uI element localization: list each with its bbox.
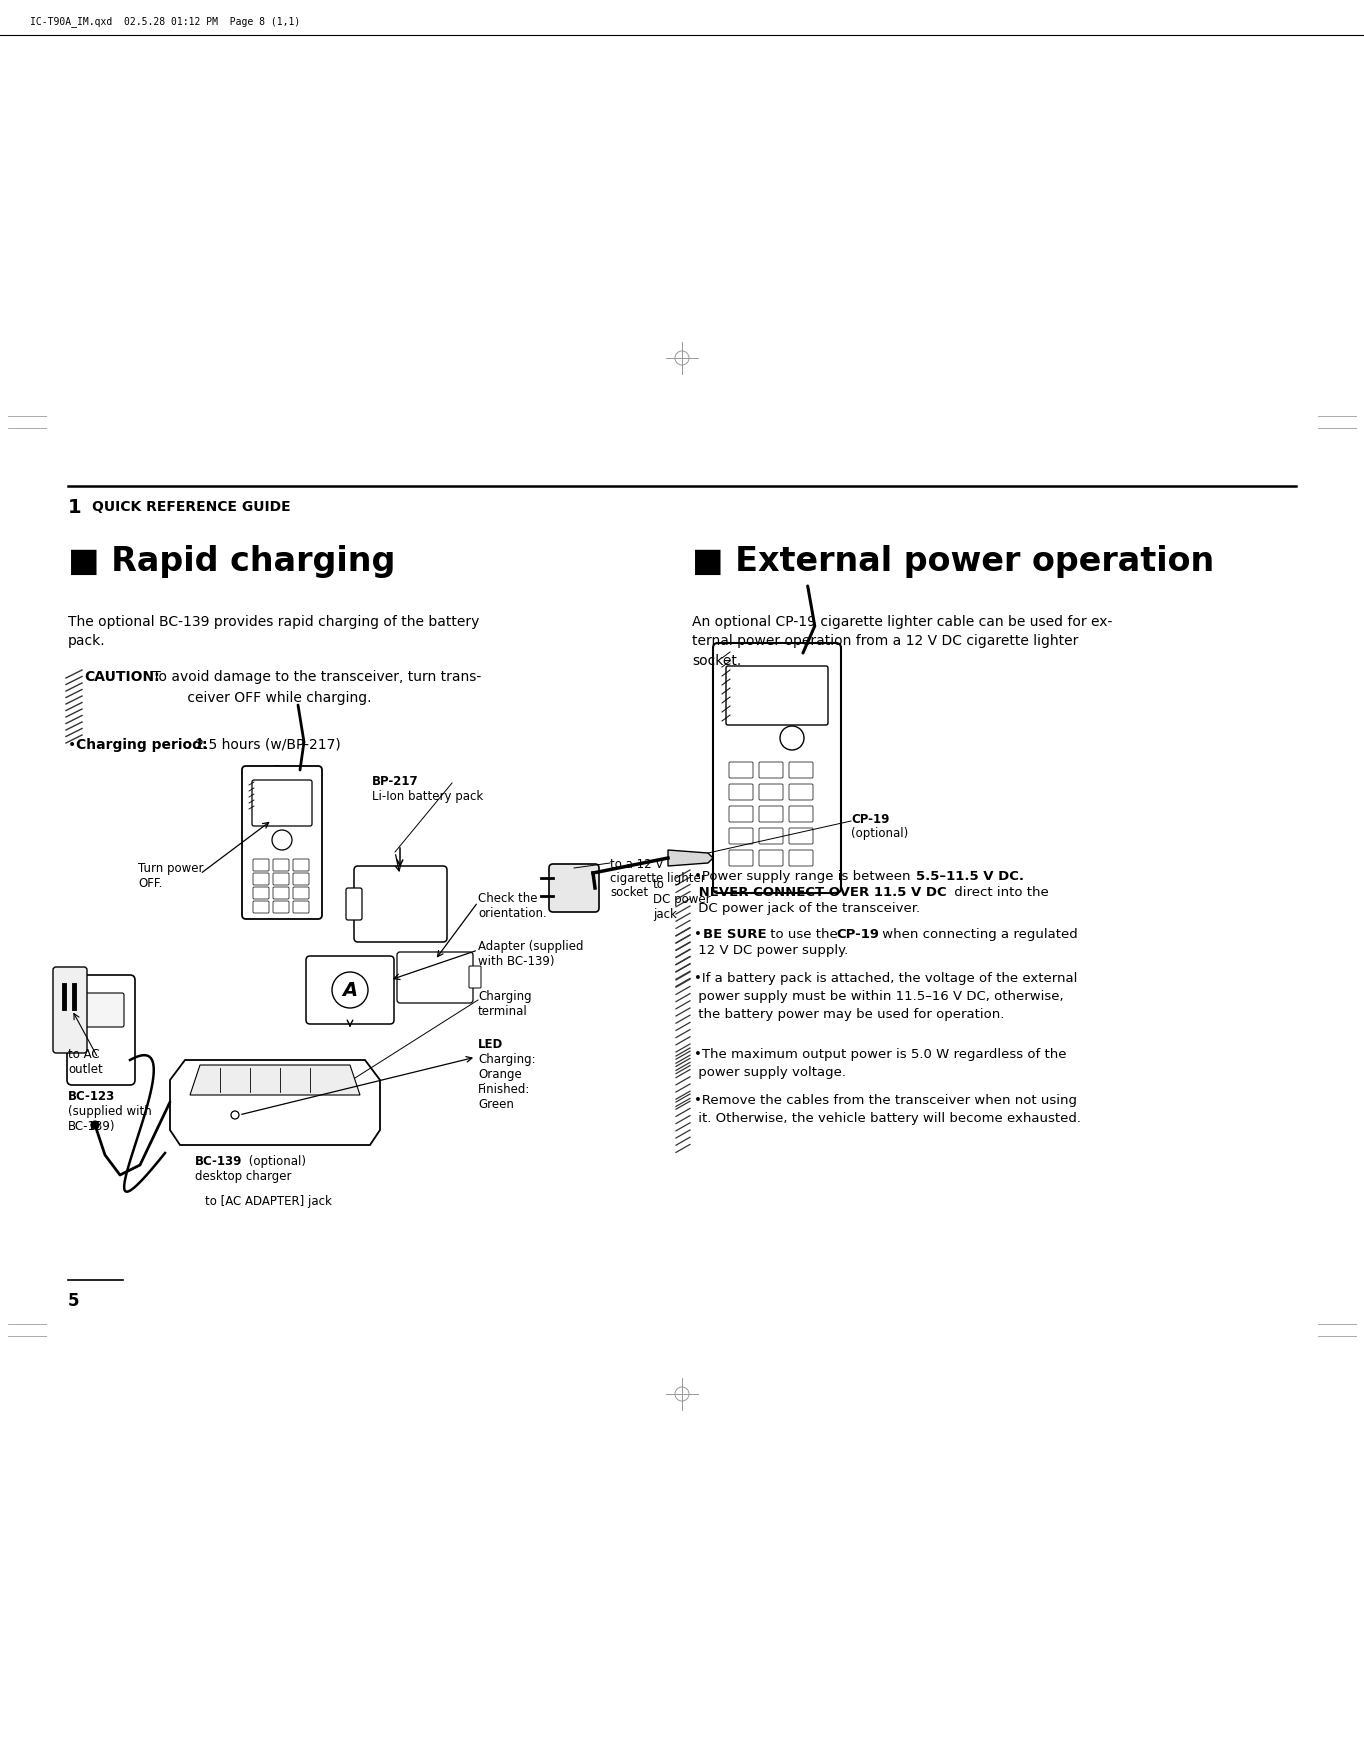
Text: ■ External power operation: ■ External power operation [692, 545, 1214, 578]
Text: to [AC ADAPTER] jack: to [AC ADAPTER] jack [205, 1195, 331, 1207]
Text: 5: 5 [68, 1291, 79, 1310]
FancyBboxPatch shape [713, 643, 842, 894]
Text: to AC: to AC [68, 1048, 100, 1062]
Text: 1: 1 [68, 498, 82, 517]
Text: outlet: outlet [68, 1063, 102, 1076]
FancyBboxPatch shape [355, 865, 447, 943]
FancyBboxPatch shape [346, 888, 361, 920]
Text: Adapter (supplied: Adapter (supplied [477, 941, 584, 953]
Text: 5.5–11.5 V DC.: 5.5–11.5 V DC. [917, 871, 1024, 883]
Text: OFF.: OFF. [138, 878, 162, 890]
Text: when connecting a regulated: when connecting a regulated [878, 929, 1078, 941]
Text: to use the: to use the [767, 929, 842, 941]
Text: Finished:: Finished: [477, 1083, 531, 1097]
Text: BE SURE: BE SURE [702, 929, 767, 941]
Text: An optional CP-19 cigarette lighter cable can be used for ex-
ternal power opera: An optional CP-19 cigarette lighter cabl… [692, 615, 1113, 668]
Text: A: A [342, 981, 357, 999]
Text: •The maximum output power is 5.0 W regardless of the
 power supply voltage.: •The maximum output power is 5.0 W regar… [694, 1048, 1067, 1079]
Text: CP-19: CP-19 [851, 813, 889, 825]
Text: BC-139): BC-139) [68, 1120, 116, 1134]
Text: (optional): (optional) [246, 1155, 306, 1169]
Text: DC power: DC power [653, 894, 711, 906]
Text: to a 12 V: to a 12 V [610, 858, 663, 871]
FancyBboxPatch shape [241, 766, 322, 920]
FancyBboxPatch shape [67, 976, 135, 1084]
FancyBboxPatch shape [469, 965, 481, 988]
Text: •: • [694, 929, 702, 941]
Text: Green: Green [477, 1099, 514, 1111]
Text: IC-T90A_IM.qxd  02.5.28 01:12 PM  Page 8 (1,1): IC-T90A_IM.qxd 02.5.28 01:12 PM Page 8 (… [30, 16, 300, 26]
Circle shape [91, 1121, 100, 1128]
Text: LED: LED [477, 1037, 503, 1051]
Text: to: to [653, 878, 664, 892]
Text: Li-Ion battery pack: Li-Ion battery pack [372, 790, 483, 802]
FancyBboxPatch shape [306, 957, 394, 1023]
Text: (optional): (optional) [851, 827, 908, 839]
FancyBboxPatch shape [78, 993, 124, 1027]
Text: cigarette lighter: cigarette lighter [610, 872, 705, 885]
Text: DC power jack of the transceiver.: DC power jack of the transceiver. [694, 902, 921, 915]
FancyBboxPatch shape [53, 967, 87, 1053]
Text: orientation.: orientation. [477, 908, 547, 920]
Text: Turn power: Turn power [138, 862, 203, 874]
Polygon shape [668, 850, 713, 865]
Text: •Power supply range is between: •Power supply range is between [694, 871, 915, 883]
FancyBboxPatch shape [548, 864, 599, 913]
Text: NEVER CONNECT OVER 11.5 V DC: NEVER CONNECT OVER 11.5 V DC [694, 887, 947, 899]
Text: CP-19: CP-19 [836, 929, 878, 941]
Polygon shape [170, 1060, 381, 1146]
Text: ■ Rapid charging: ■ Rapid charging [68, 545, 396, 578]
Text: socket: socket [610, 887, 648, 899]
Text: •Remove the cables from the transceiver when not using
 it. Otherwise, the vehic: •Remove the cables from the transceiver … [694, 1093, 1082, 1125]
Text: 12 V DC power supply.: 12 V DC power supply. [694, 944, 848, 957]
FancyBboxPatch shape [397, 951, 473, 1002]
Text: (supplied with: (supplied with [68, 1106, 151, 1118]
Text: •If a battery pack is attached, the voltage of the external
 power supply must b: •If a battery pack is attached, the volt… [694, 972, 1078, 1021]
Text: BP-217: BP-217 [372, 774, 419, 788]
Text: Charging: Charging [477, 990, 532, 1002]
Text: jack: jack [653, 908, 677, 922]
Text: •: • [68, 738, 76, 752]
Text: desktop charger: desktop charger [195, 1170, 292, 1183]
Polygon shape [190, 1065, 360, 1095]
Text: QUICK REFERENCE GUIDE: QUICK REFERENCE GUIDE [91, 499, 291, 513]
Text: 2.5 hours (w/BP-217): 2.5 hours (w/BP-217) [191, 738, 341, 752]
Text: To avoid damage to the transceiver, turn trans-
         ceiver OFF while chargi: To avoid damage to the transceiver, turn… [149, 669, 481, 704]
Text: The optional BC-139 provides rapid charging of the battery
pack.: The optional BC-139 provides rapid charg… [68, 615, 479, 648]
Text: BC-139: BC-139 [195, 1155, 243, 1169]
Text: CAUTION:: CAUTION: [85, 669, 160, 683]
Text: Charging period:: Charging period: [76, 738, 207, 752]
Text: with BC-139): with BC-139) [477, 955, 555, 969]
Text: Orange: Orange [477, 1069, 522, 1081]
Text: terminal: terminal [477, 1006, 528, 1018]
Text: BC-123: BC-123 [68, 1090, 115, 1104]
Text: Check the: Check the [477, 892, 537, 906]
Text: Charging:: Charging: [477, 1053, 536, 1065]
Text: direct into the: direct into the [949, 887, 1049, 899]
